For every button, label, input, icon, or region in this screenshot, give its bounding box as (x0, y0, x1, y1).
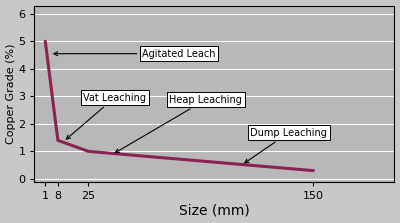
Y-axis label: Copper Grade (%): Copper Grade (%) (6, 43, 16, 144)
Text: Vat Leaching: Vat Leaching (66, 93, 146, 139)
Text: Agitated Leach: Agitated Leach (54, 49, 216, 59)
Text: Heap Leaching: Heap Leaching (115, 95, 242, 153)
Text: Dump Leaching: Dump Leaching (245, 128, 327, 163)
X-axis label: Size (mm): Size (mm) (179, 203, 250, 217)
